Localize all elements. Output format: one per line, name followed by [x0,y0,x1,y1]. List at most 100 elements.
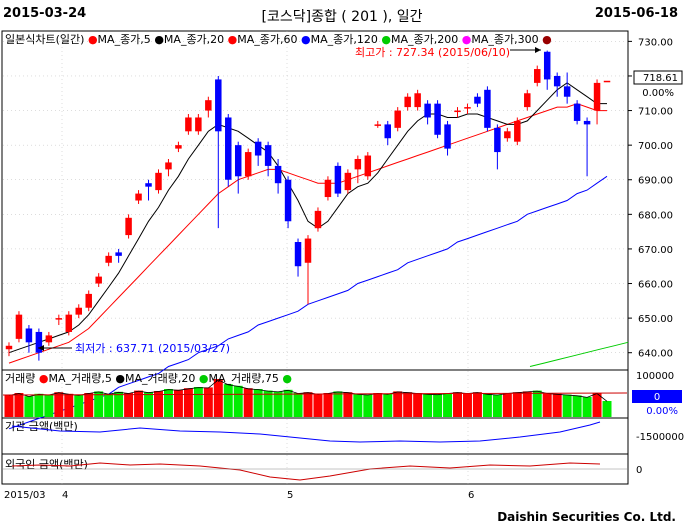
candlesticks [5,50,611,361]
volume-change: 0.00% [646,406,678,417]
volume-bar [84,393,94,417]
volume-bar [383,393,393,417]
volume-bar [34,393,44,417]
volume-bar [592,393,602,417]
candle-body [484,89,491,128]
candle-body [35,331,43,353]
candle-body [384,124,391,139]
y-tick-label: 670.00 [638,245,673,256]
volume-bar [582,397,592,417]
candle-body [45,335,53,343]
candle-body [514,120,521,142]
volume-bar [393,391,403,417]
chart-title: [코스닥]종합 ( 201 ), 일간 [261,9,423,25]
legend-volume: 거래량 [5,372,35,385]
institution-line [11,421,601,443]
candle-body [85,293,92,308]
y-tick-label: 680.00 [638,210,673,221]
candle-body [573,103,581,121]
candle-body [494,127,501,153]
price-change: 0.00% [642,88,674,99]
volume-bar [193,387,203,417]
candle-body [553,75,561,87]
y-tick-label: 650.00 [638,314,673,325]
x-axis-label: 4 [62,490,68,501]
candle-body [215,79,222,132]
volume-bar [552,393,562,417]
candle-body [55,318,63,320]
volume-bar [472,392,482,417]
candle-body [424,103,431,118]
candle-body [234,145,242,177]
last-price: 718.61 [643,73,678,84]
stock-chart[interactable]: 730.00720.00710.00700.00690.00680.00670.… [0,28,684,528]
brand-footer: Daishin Securities Co. Ltd. [497,510,676,524]
candle-body [374,124,382,126]
candle-body [534,69,541,83]
volume-bar [183,388,193,417]
volume-bar [532,390,542,417]
candle-body [15,314,23,339]
end-date: 2015-06-18 [594,6,678,21]
candle-body [543,51,551,80]
candle-body [244,152,252,177]
volume-bar [353,393,363,417]
candle-body [304,238,312,263]
volume-bar [263,390,273,417]
volume-bar [154,391,163,417]
candle-body [583,120,591,125]
volume-bar [14,393,24,417]
candle-body [603,80,611,83]
high-arrow-head [535,47,541,53]
candle-body [135,193,142,201]
candle-body [344,172,352,191]
volume-bar [562,394,572,417]
volume-bar [293,393,303,417]
candle-body [254,141,262,156]
legend-chart-type: 일본식차트(일간) [5,32,84,46]
candle-body [264,145,272,166]
volume-bar [64,393,74,417]
candle-body [195,117,202,132]
candle-body [225,117,232,180]
candle-body [294,242,302,267]
y-tick-label: 660.00 [638,280,673,291]
foreign-ytick: 0 [636,465,642,476]
price-legend: 일본식차트(일간) ●MA_종가,5 ●MA_종가,20 ●MA_종가,60 ●… [5,32,552,46]
volume-last-box [632,390,682,403]
ma200-line [529,341,629,367]
volume-bar [443,393,453,417]
volume-bar [94,391,104,417]
volume-bar [283,389,293,417]
ma5-line [8,82,607,354]
low-arrow-head [38,345,44,351]
volume-bar [253,389,263,417]
candle-body [205,100,212,111]
volume-bar [124,393,134,417]
volume-bar [273,391,283,417]
volume-bar [104,393,114,417]
institution-ytick: -1500000 [636,432,684,443]
volume-bar [323,393,333,417]
volume-bar [144,392,154,417]
volume-bar [243,388,253,417]
volume-bar [423,393,433,417]
x-axis-label: 2015/03 [4,490,46,501]
volume-bar [74,395,84,417]
candle-body [25,328,33,343]
x-axis-label: 5 [287,490,293,501]
legend-vol-ma20: MA_거래량,20 [125,372,195,385]
high-price-label: 최고가 : 727.34 (2015/06/10) [355,46,510,59]
candle-body [593,82,601,111]
legend-ma200: MA_종가,200 [391,33,458,46]
legend-ma300: MA_종가,300 [471,33,538,46]
volume-bar [433,394,443,417]
candle-body [334,165,342,194]
legend-ma5: MA_종가,5 [98,33,151,46]
volume-bar [54,392,64,417]
last-price-box [633,70,683,85]
legend-ma60: MA_종가,60 [237,33,297,46]
start-date: 2015-03-24 [3,6,87,21]
volume-bar [114,391,124,417]
foreign-panel [1,453,629,485]
